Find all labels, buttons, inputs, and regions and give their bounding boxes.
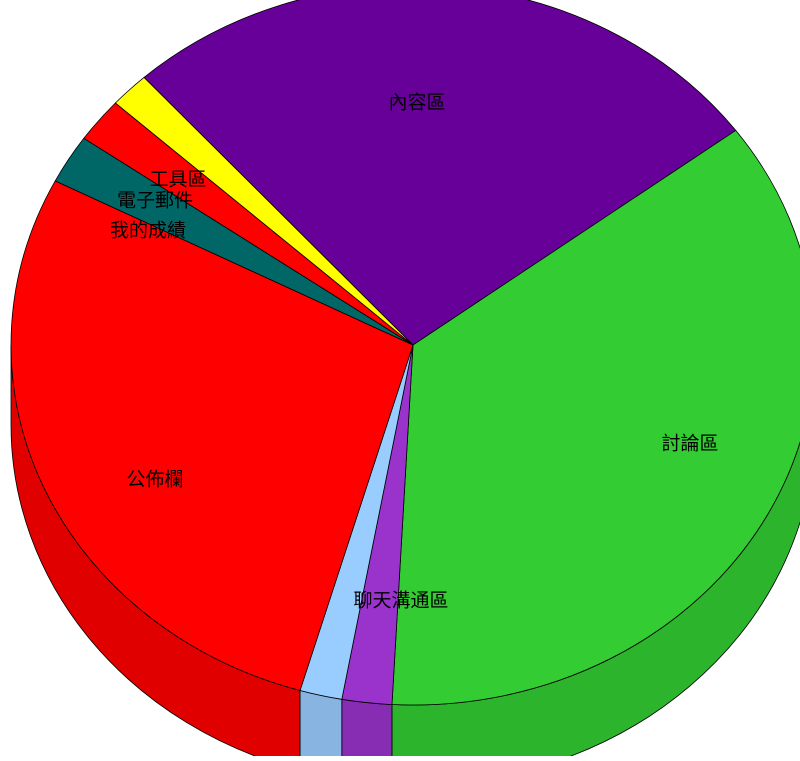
outside-label-2: 工具區	[149, 169, 206, 191]
pie-top-layer	[10, 0, 800, 706]
pie-side-layer	[10, 344, 800, 761]
pie-slice-5-label: 公佈欄	[126, 469, 183, 491]
pie-slice-2-label: 討論區	[661, 433, 718, 455]
pie-slice-3-side	[341, 698, 393, 761]
pie-slice-4-side	[299, 689, 343, 761]
pie-slice-2	[391, 129, 800, 706]
outside-label-3: 電子郵件	[117, 190, 193, 212]
pie-slice-1	[143, 0, 737, 346]
pie-slice-8	[114, 76, 414, 346]
outside-label-4: 我的成績	[110, 220, 186, 242]
outside-label-1: 聊天溝通區	[353, 590, 448, 612]
pie-slice-5	[10, 180, 414, 691]
pie-slice-1-label: 內容區	[388, 92, 445, 114]
